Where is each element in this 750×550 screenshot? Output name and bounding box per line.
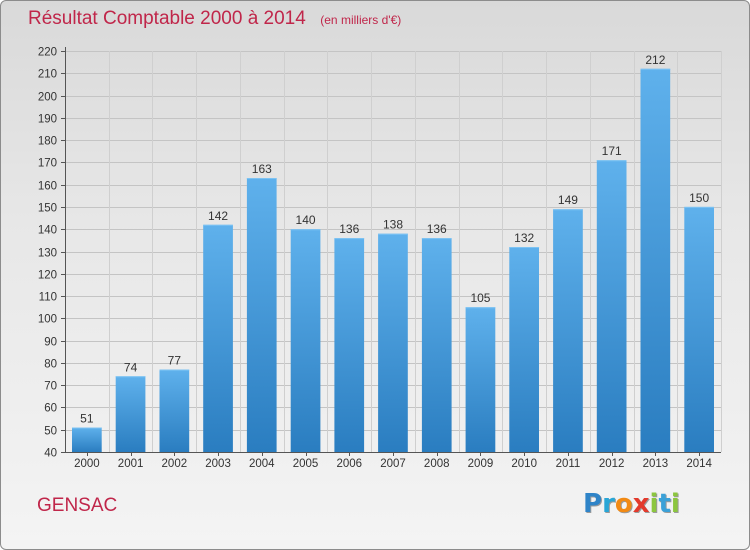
bar: [203, 224, 233, 452]
y-tick-label: 130: [38, 248, 57, 260]
x-tick-label: 2000: [74, 458, 100, 470]
x-tick-label: 2009: [468, 458, 494, 470]
bar: [246, 178, 277, 452]
y-tick-label: 140: [38, 225, 57, 237]
y-tick-label: 90: [44, 337, 57, 349]
y-tick-label: 80: [44, 359, 57, 371]
y-tick-label: 200: [38, 92, 57, 104]
bar: [378, 233, 408, 452]
x-tick-label: 2014: [686, 458, 712, 470]
y-tick-label: 190: [38, 114, 57, 126]
logo-letter: i: [649, 489, 659, 519]
data-label: 171: [602, 144, 622, 158]
logo-letter: i: [670, 489, 680, 519]
bar: [421, 238, 452, 452]
bar: [290, 229, 321, 452]
bar: [509, 247, 539, 452]
data-label: 140: [296, 213, 316, 227]
data-label: 212: [645, 53, 665, 67]
title-text: Résultat Comptable 2000 à 2014: [28, 8, 306, 29]
data-label: 163: [252, 162, 272, 176]
x-tick-label: 2001: [118, 458, 144, 470]
x-tick-label: 2007: [380, 458, 406, 470]
y-tick-label: 160: [38, 181, 57, 193]
y-tick-label: 150: [38, 203, 57, 215]
bar: [72, 427, 102, 452]
data-label: 136: [427, 222, 447, 236]
axes: 40 50 60 70 80 90 100 110 120 130 140 150 160 170 180 1…: [38, 47, 721, 470]
data-label: 51: [80, 411, 94, 425]
data-label: 142: [208, 209, 228, 223]
y-tick-label: 110: [39, 292, 57, 304]
data-label: 105: [470, 291, 490, 305]
bars: [72, 68, 714, 453]
unit-text: (en milliers d'€): [320, 13, 402, 27]
data-labels: 51 74 77 142 163 140 136 138 136 105 132 149 171 212 1…: [80, 53, 709, 426]
proxiti-logo[interactable]: Proxiti: [583, 489, 680, 519]
y-tick-label: 50: [44, 426, 57, 438]
x-tick-label: 2012: [599, 458, 625, 470]
y-tick-label: 60: [44, 403, 57, 415]
x-tick-label: 2011: [556, 458, 581, 470]
y-tick-label: 70: [44, 381, 57, 393]
bar: [465, 307, 496, 452]
commune-name: GENSAC: [37, 495, 118, 516]
x-tick-label: 2005: [293, 458, 319, 470]
x-tick-label: 2008: [424, 458, 450, 470]
logo-letter: x: [632, 489, 650, 519]
x-tick-label: 2010: [511, 458, 537, 470]
data-label: 138: [383, 218, 403, 232]
bar: [684, 206, 714, 452]
data-label: 74: [124, 360, 138, 374]
chart-title: Résultat Comptable 2000 à 2014 (en milli…: [28, 8, 401, 30]
y-tick-label: 100: [38, 314, 57, 326]
bar: [115, 376, 146, 452]
bar: [334, 238, 365, 452]
bar: [159, 369, 190, 452]
y-tick-label: 170: [38, 158, 57, 170]
logo-letter: P: [583, 489, 603, 519]
x-tick-label: 2002: [162, 458, 188, 470]
logo-letter: r: [602, 489, 615, 519]
x-tick-label: 2004: [249, 458, 275, 470]
data-label: 149: [558, 193, 578, 207]
y-tick-label: 120: [38, 270, 57, 282]
bar: [640, 68, 671, 453]
y-tick-label: 40: [44, 448, 57, 460]
data-label: 77: [168, 354, 182, 368]
bar: [553, 209, 583, 452]
bar: [596, 160, 627, 452]
logo-letter: t: [658, 489, 671, 519]
y-tick-label: 220: [38, 47, 57, 59]
x-tick-label: 2003: [205, 458, 231, 470]
x-tick-label: 2006: [336, 458, 362, 470]
data-label: 150: [689, 191, 709, 205]
y-tick-label: 180: [38, 136, 57, 148]
data-label: 132: [514, 231, 534, 245]
logo-letter: o: [614, 489, 633, 519]
x-tick-label: 2013: [643, 458, 669, 470]
data-label: 136: [339, 222, 359, 236]
y-tick-label: 210: [38, 69, 57, 81]
